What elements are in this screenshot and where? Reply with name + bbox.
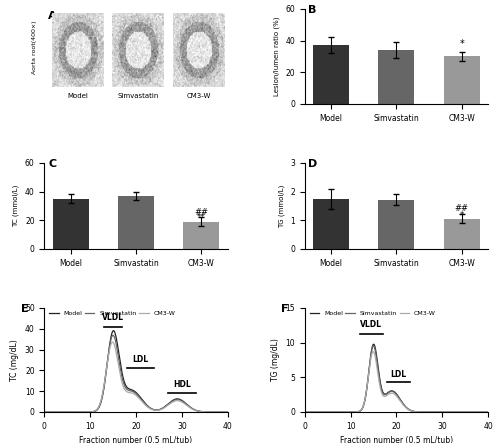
CM3-W xyxy=(125,389,131,395)
Model xyxy=(371,342,377,347)
Simvastatin xyxy=(302,409,308,415)
Text: E: E xyxy=(21,304,28,314)
Bar xyxy=(313,45,349,104)
CM3-W xyxy=(41,409,47,415)
Simvastatin xyxy=(150,407,156,412)
CM3-W xyxy=(440,409,446,415)
Line: Simvastatin: Simvastatin xyxy=(305,346,488,412)
Text: D: D xyxy=(309,159,317,169)
CM3-W xyxy=(302,409,308,415)
Model xyxy=(74,409,80,415)
Simvastatin xyxy=(125,387,131,392)
Simvastatin xyxy=(334,409,340,415)
CM3-W xyxy=(164,403,170,408)
X-axis label: Fraction number (0.5 mL/tub): Fraction number (0.5 mL/tub) xyxy=(340,436,453,443)
Simvastatin xyxy=(385,390,391,396)
Text: HDL: HDL xyxy=(173,380,191,389)
Simvastatin xyxy=(440,409,446,415)
Simvastatin xyxy=(424,409,430,415)
Simvastatin xyxy=(180,399,186,404)
Model xyxy=(150,407,156,412)
Text: **: ** xyxy=(197,213,206,222)
Text: LDL: LDL xyxy=(390,369,407,379)
Simvastatin xyxy=(225,409,231,415)
Model xyxy=(225,409,231,415)
Text: F: F xyxy=(281,304,288,314)
Text: ##: ## xyxy=(194,208,209,217)
Bar xyxy=(379,200,415,249)
Text: *: * xyxy=(459,39,464,49)
Simvastatin xyxy=(410,408,416,414)
CM3-W xyxy=(485,409,491,415)
Model xyxy=(180,398,186,404)
CM3-W xyxy=(225,409,231,415)
Model xyxy=(89,409,95,415)
CM3-W xyxy=(370,349,376,354)
Bar xyxy=(183,222,219,249)
Bar xyxy=(118,196,154,249)
Line: Model: Model xyxy=(44,330,228,412)
Model xyxy=(110,328,116,333)
Text: Simvastatin: Simvastatin xyxy=(117,93,159,99)
Bar xyxy=(379,50,415,104)
CM3-W xyxy=(334,409,340,415)
CM3-W xyxy=(74,409,80,415)
Text: C: C xyxy=(48,159,56,169)
Simvastatin xyxy=(164,403,170,408)
Line: CM3-W: CM3-W xyxy=(44,342,228,412)
Text: A: A xyxy=(48,11,57,21)
Line: Model: Model xyxy=(305,344,488,412)
CM3-W xyxy=(89,409,95,415)
Model xyxy=(424,409,430,415)
Simvastatin xyxy=(110,333,116,338)
Simvastatin xyxy=(74,409,80,415)
Bar xyxy=(313,199,349,249)
Line: CM3-W: CM3-W xyxy=(305,351,488,412)
CM3-W xyxy=(180,400,186,405)
Legend: Model, Simvastatin, CM3-W: Model, Simvastatin, CM3-W xyxy=(310,311,436,316)
Bar xyxy=(444,219,480,249)
Y-axis label: TC (mg/dL): TC (mg/dL) xyxy=(10,339,19,381)
Line: Simvastatin: Simvastatin xyxy=(44,335,228,412)
Simvastatin xyxy=(89,409,95,415)
CM3-W xyxy=(385,392,391,397)
Model xyxy=(385,390,391,395)
Model xyxy=(440,409,446,415)
Model xyxy=(485,409,491,415)
Text: B: B xyxy=(309,5,317,15)
Model xyxy=(334,409,340,415)
CM3-W xyxy=(349,409,355,415)
Simvastatin xyxy=(485,409,491,415)
Text: VLDL: VLDL xyxy=(360,320,382,329)
Simvastatin xyxy=(349,409,355,415)
Text: VLDL: VLDL xyxy=(102,314,124,323)
CM3-W xyxy=(410,409,416,414)
Text: Aorta root(400×): Aorta root(400×) xyxy=(32,20,37,74)
Model xyxy=(410,408,416,414)
Bar xyxy=(444,56,480,104)
Model xyxy=(164,402,170,408)
Legend: Model, Simvastatin, CM3-W: Model, Simvastatin, CM3-W xyxy=(49,311,176,316)
Model xyxy=(302,409,308,415)
Text: ##: ## xyxy=(455,204,469,214)
Text: *: * xyxy=(459,211,464,220)
Model xyxy=(349,409,355,415)
Y-axis label: TG (mmol/L): TG (mmol/L) xyxy=(278,184,284,228)
Model xyxy=(41,409,47,415)
CM3-W xyxy=(150,407,156,412)
Bar xyxy=(53,199,89,249)
Simvastatin xyxy=(41,409,47,415)
CM3-W xyxy=(109,339,115,345)
X-axis label: Fraction number (0.5 mL/tub): Fraction number (0.5 mL/tub) xyxy=(79,436,193,443)
Simvastatin xyxy=(370,343,376,348)
Y-axis label: TG (mg/dL): TG (mg/dL) xyxy=(271,338,280,381)
Model xyxy=(125,385,131,391)
Text: CM3-W: CM3-W xyxy=(186,93,211,99)
CM3-W xyxy=(424,409,430,415)
Y-axis label: Lesion/lumen ratio (%): Lesion/lumen ratio (%) xyxy=(273,17,280,96)
Text: LDL: LDL xyxy=(133,355,149,364)
Text: Model: Model xyxy=(67,93,88,99)
Y-axis label: TC (mmol/L): TC (mmol/L) xyxy=(13,185,19,227)
